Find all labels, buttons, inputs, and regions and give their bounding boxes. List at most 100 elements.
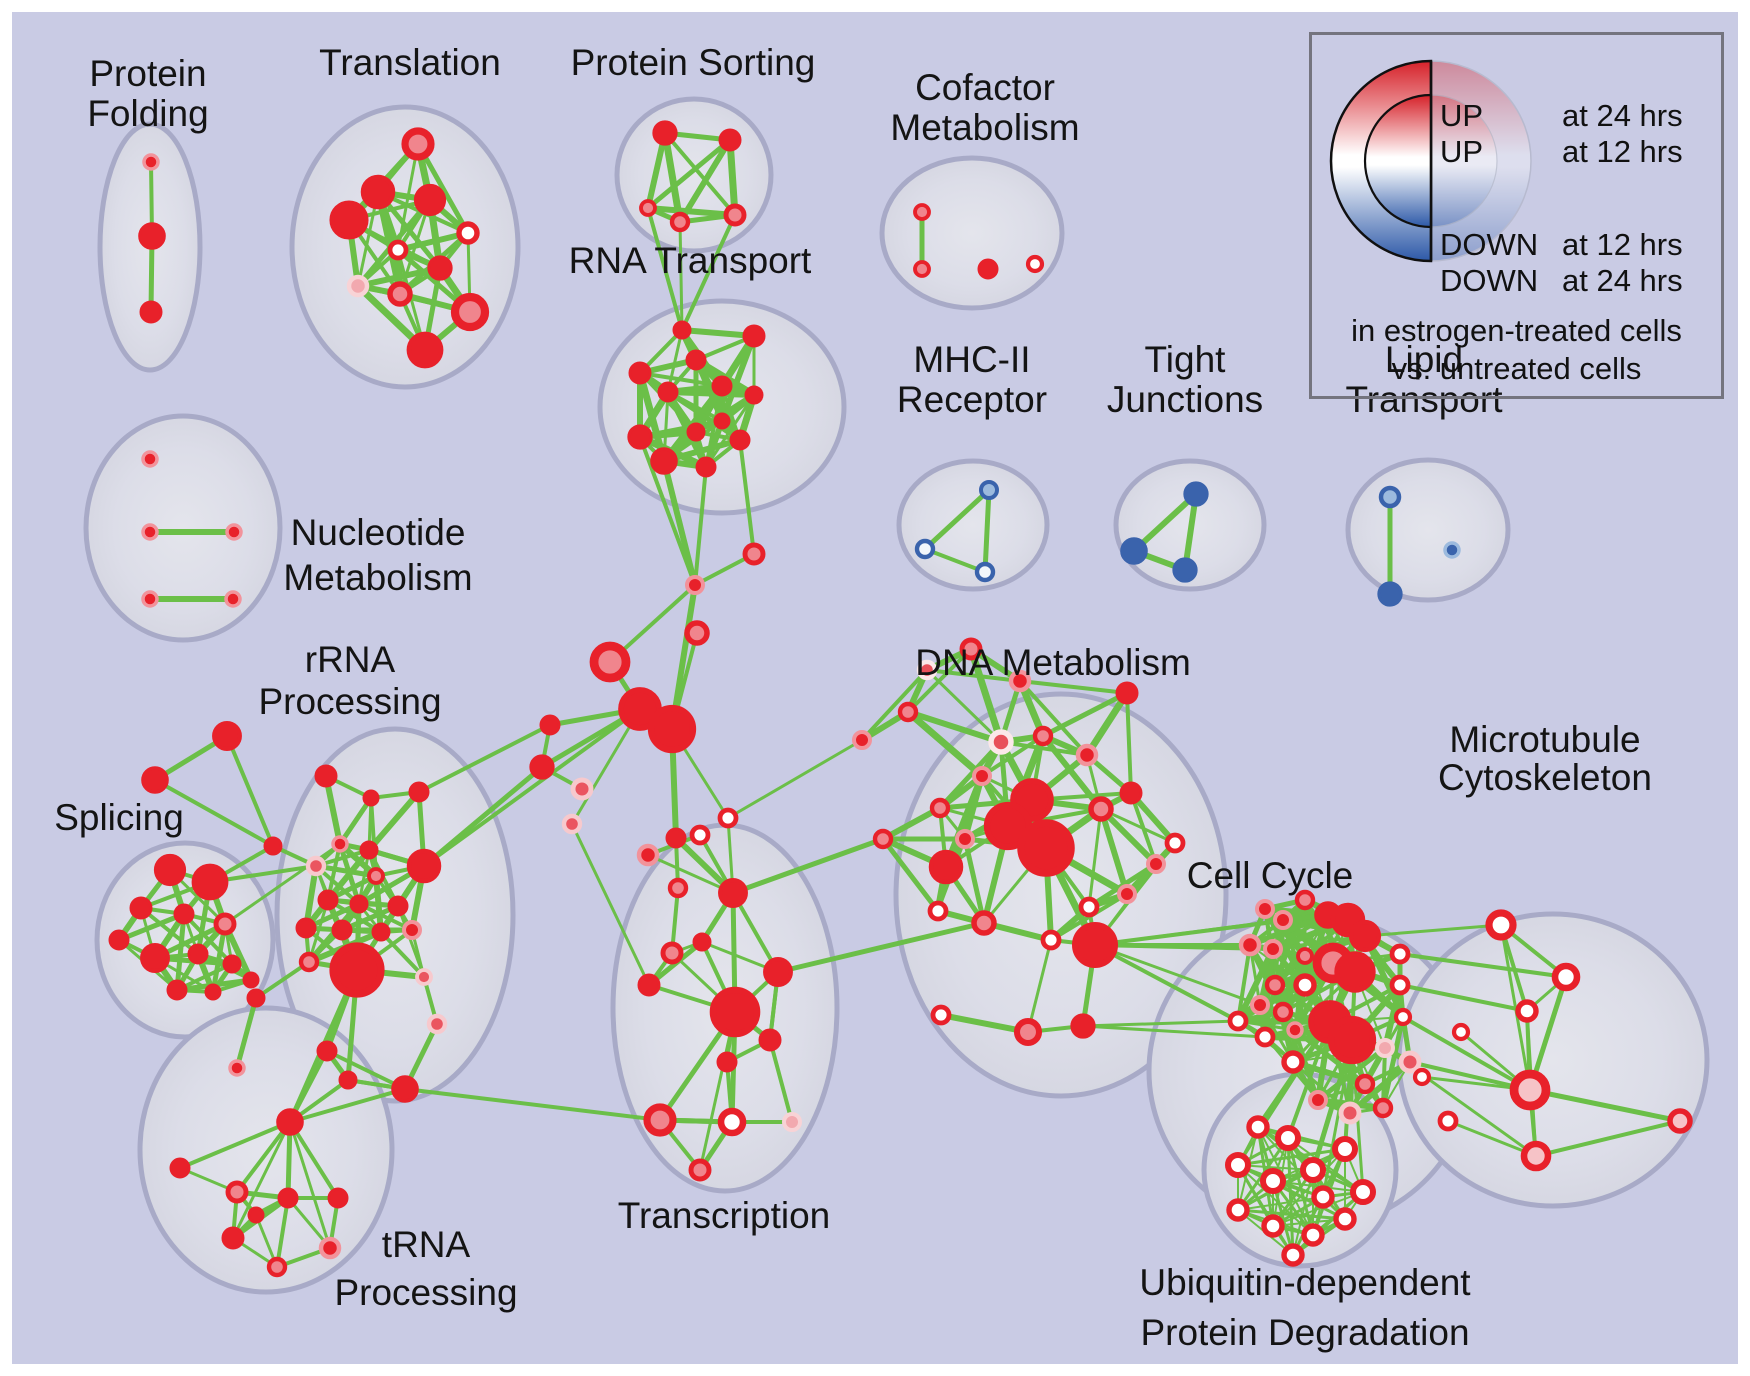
gene-node-trna-0	[276, 1108, 304, 1136]
cluster-label-cc-line0: Cell Cycle	[1187, 855, 1354, 896]
gene-node-dna-22	[916, 659, 938, 681]
gene-node-cc-11	[1293, 973, 1317, 997]
gene-node-cc-8	[1296, 947, 1314, 965]
gene-node-dna-5	[872, 828, 894, 850]
gene-node-rrna-21	[391, 1075, 419, 1103]
gene-node-dna-15	[971, 910, 997, 936]
edge	[923, 547, 987, 574]
gene-node-spl-0	[153, 853, 187, 887]
gene-node-ubi-9	[1261, 1214, 1285, 1238]
gene-node-tl-9	[450, 292, 490, 332]
gene-node-conn-17	[1070, 1013, 1096, 1039]
gene-node-ubi-10	[1301, 1223, 1325, 1247]
edge	[661, 129, 684, 226]
edge	[288, 1120, 332, 1250]
edge	[1398, 952, 1568, 979]
edge	[666, 328, 684, 394]
gene-node-conn-13	[212, 721, 242, 751]
edge	[178, 1120, 292, 1170]
gene-node-tx-4	[763, 957, 793, 987]
edge	[982, 487, 992, 575]
gene-node-rrna-1	[362, 789, 380, 807]
gene-node-tl-10	[406, 331, 444, 369]
gene-node-dna-2	[1075, 743, 1099, 767]
edge	[1018, 679, 1089, 757]
edge	[570, 822, 651, 987]
edge	[1272, 1218, 1346, 1227]
legend-direction: UP	[1440, 98, 1484, 133]
gene-node-rrna-10	[387, 895, 409, 917]
edge	[1081, 1019, 1240, 1028]
gene-node-tx-13	[689, 824, 711, 846]
gene-node-cc-5	[1348, 919, 1382, 953]
edge	[999, 740, 1089, 757]
edge	[422, 707, 642, 868]
edge	[726, 136, 739, 219]
cluster-label-nuc-line1: Metabolism	[283, 557, 472, 598]
gene-node-tx-7	[716, 1051, 738, 1073]
gene-node-ubi-7	[1350, 1179, 1376, 1205]
gene-node-spl-6	[140, 943, 170, 973]
gene-node-tl-0	[401, 127, 435, 161]
gene-node-trna-2	[225, 1180, 249, 1204]
cluster-label-rrna-line0: rRNA	[305, 639, 396, 680]
gene-node-lip-2	[1377, 581, 1403, 607]
edge	[860, 668, 929, 742]
gene-node-rna-7	[686, 422, 706, 442]
gene-node-tj-0	[1183, 481, 1209, 507]
legend-direction: UP	[1440, 134, 1484, 169]
edge	[1236, 1147, 1347, 1167]
cluster-ellipse-mhc	[896, 458, 1050, 592]
edge	[1236, 1020, 1332, 1167]
gene-node-rna-8	[627, 424, 653, 450]
gene-node-mt-3	[1509, 1069, 1551, 1111]
gene-node-cc-16	[1254, 1026, 1276, 1048]
gene-node-dna-10	[1017, 819, 1075, 877]
gene-node-dna-11	[928, 849, 964, 885]
cluster-label-ubi-line1: Protein Degradation	[1140, 1312, 1469, 1353]
edge	[1236, 943, 1252, 1023]
edge	[938, 1012, 1031, 1035]
gene-node-dna-6	[1119, 781, 1143, 805]
gene-node-trna-3	[277, 1187, 299, 1209]
gene-node-conn-7	[665, 827, 687, 849]
cluster-label-mhc-line1: Receptor	[897, 379, 1047, 420]
gene-node-cc-13	[1250, 995, 1270, 1015]
edge	[645, 137, 733, 211]
gene-node-cc-2	[1273, 910, 1293, 930]
gene-node-spl-4	[213, 912, 237, 936]
cluster-label-pf-line0: Protein	[89, 53, 206, 94]
gene-node-dna-20	[852, 730, 872, 750]
gene-node-spl-11	[242, 971, 260, 989]
gene-node-trna-4	[327, 1187, 349, 1209]
edge	[379, 930, 426, 979]
legend-footer-line1: in estrogen-treated cells	[1351, 313, 1682, 348]
gene-node-conn-9	[667, 877, 689, 899]
gene-node-dna-24	[1008, 669, 1032, 693]
gene-node-dna-4	[929, 797, 951, 819]
gene-node-cc-7	[1263, 939, 1283, 959]
gene-node-conn-5	[742, 542, 766, 566]
edge	[403, 1087, 662, 1122]
edge	[904, 708, 986, 780]
gene-node-pf-0	[142, 153, 160, 171]
gene-node-rrna-2	[408, 781, 430, 803]
edge	[738, 438, 756, 556]
cluster-ellipse-ps	[614, 96, 774, 254]
cluster-ellipse-nuc	[83, 413, 283, 643]
gene-node-tx-2	[692, 932, 712, 952]
legend-time: at 24 hrs	[1562, 98, 1683, 133]
edge	[235, 1120, 292, 1194]
gene-node-ubi-11	[1333, 1207, 1357, 1231]
gene-node-dna-26	[1013, 1017, 1043, 1047]
gene-node-conn-2	[589, 641, 631, 683]
gene-node-mt-8	[1412, 1067, 1432, 1087]
edge	[645, 205, 738, 218]
edge	[1398, 983, 1529, 1013]
edge	[962, 836, 987, 926]
gene-node-rna-3	[685, 349, 707, 371]
gene-node-mhc-2	[974, 561, 996, 583]
gene-node-conn-1	[647, 704, 697, 754]
